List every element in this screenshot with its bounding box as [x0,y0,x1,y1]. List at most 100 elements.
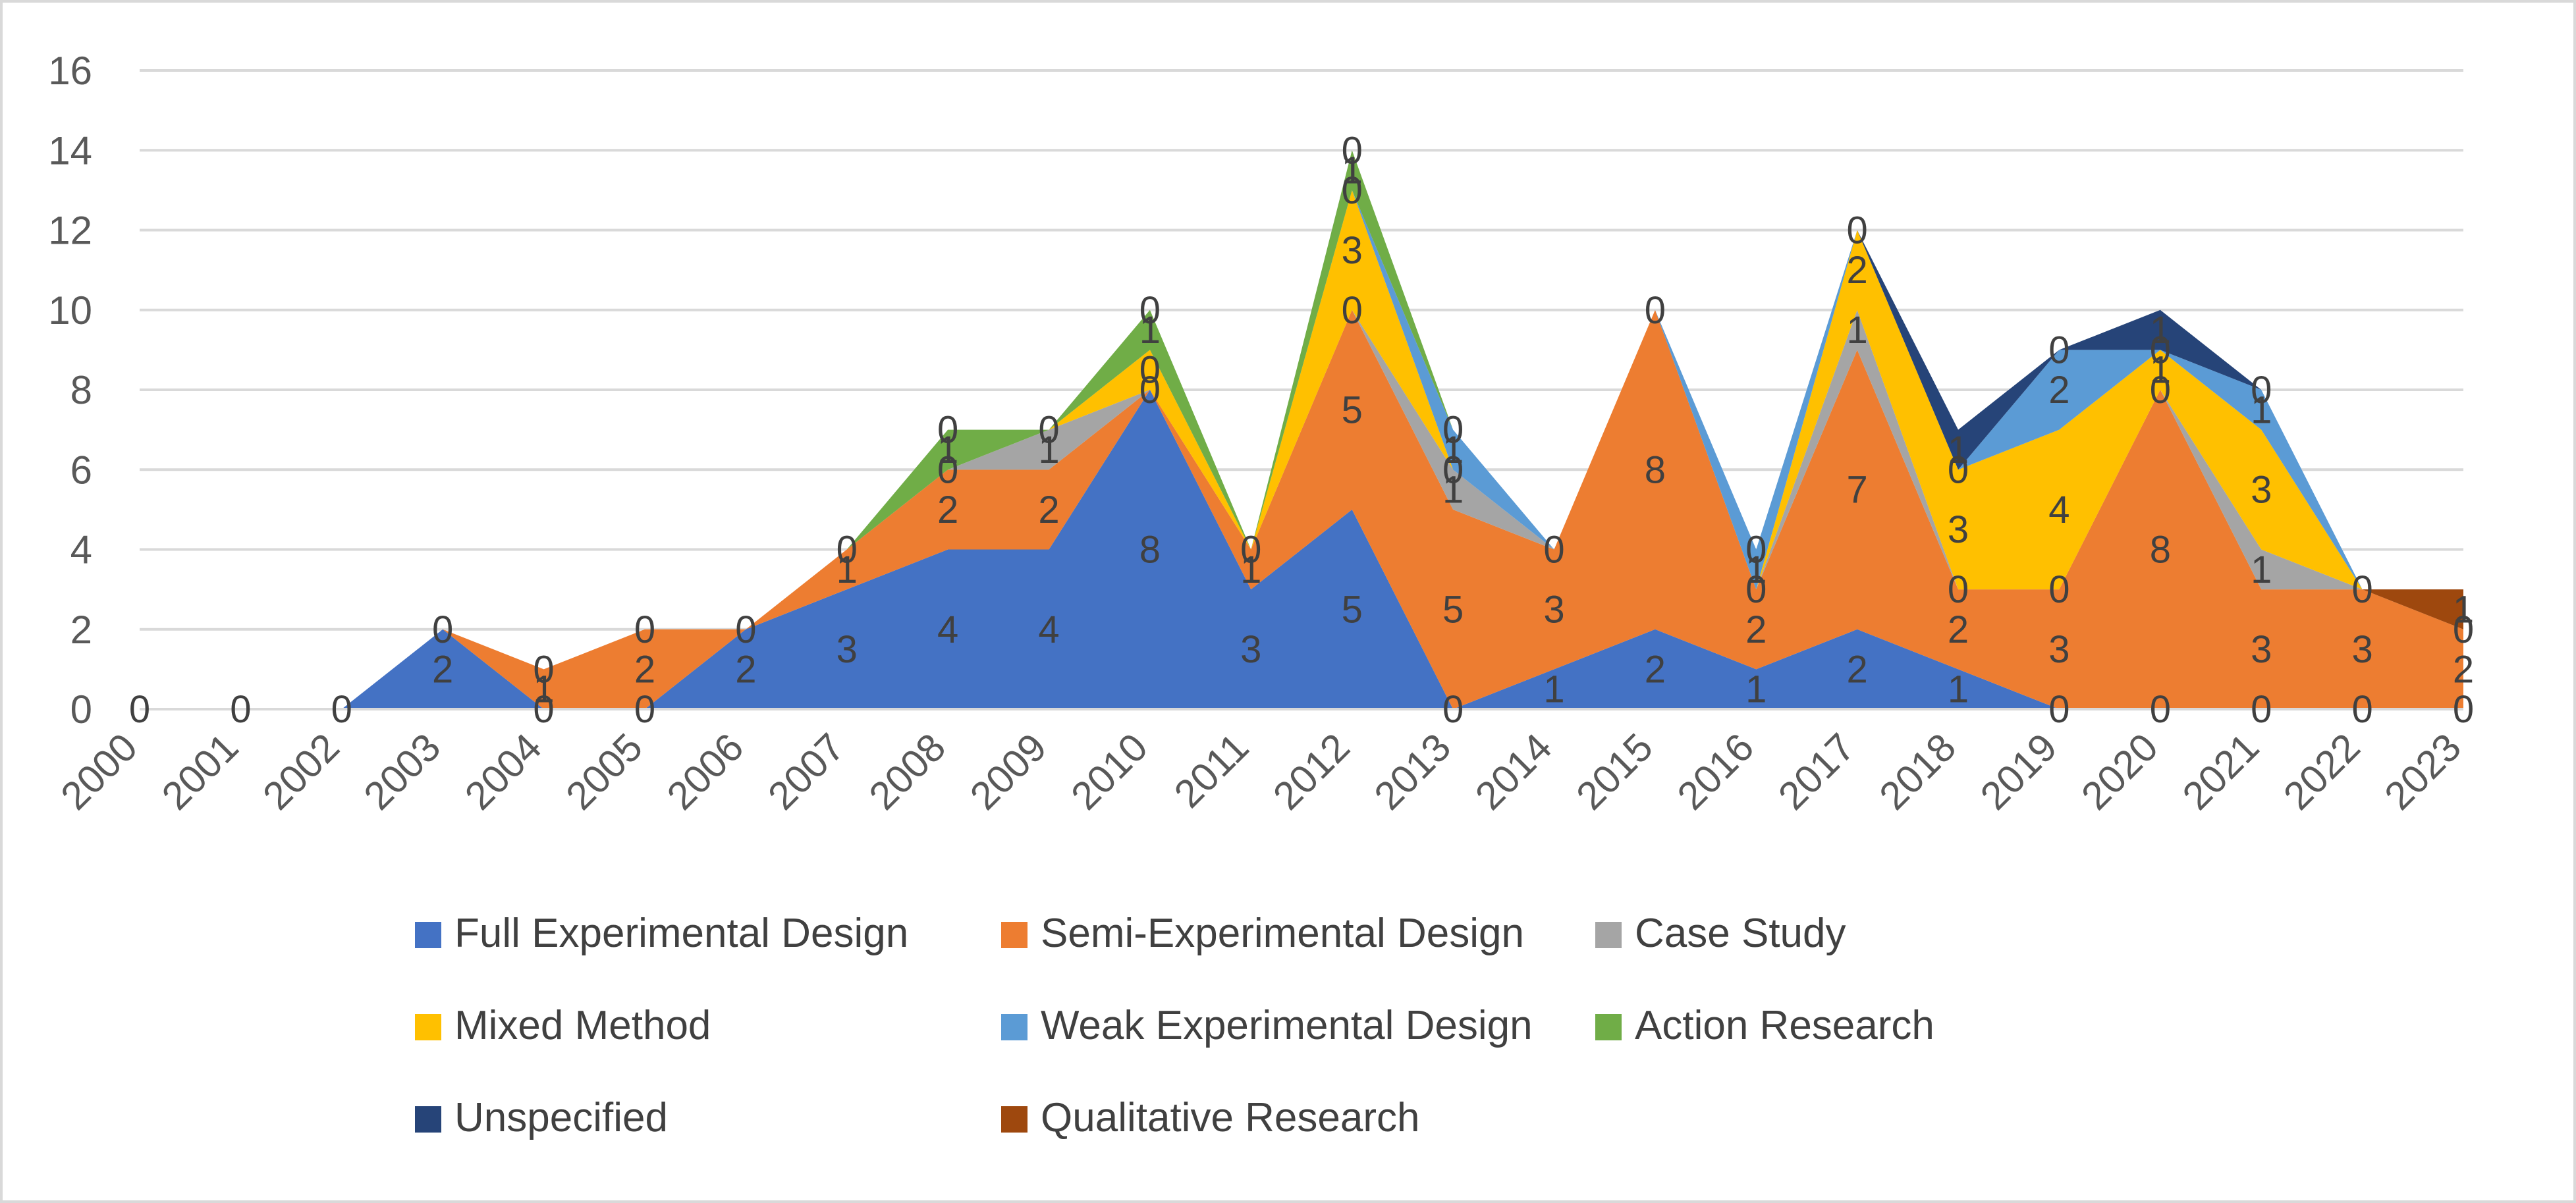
legend-item-case-study: Case Study [1595,911,1846,956]
data-label: 0 [2453,688,2474,731]
area-series-layer [140,150,2463,710]
legend-label: Full Experimental Design [454,911,908,956]
data-label: 0 [1745,529,1767,572]
data-label: 2 [1038,489,1059,531]
legend-item-semi-experimental-design: Semi-Experimental Design [1001,911,1524,956]
data-label: 5 [1442,588,1464,631]
data-label: 0 [2048,568,2069,611]
legend-item-full-experimental-design: Full Experimental Design [415,911,908,956]
y-tick-label: 14 [48,128,92,173]
data-label: 1 [1543,668,1564,711]
legend-item-action-research: Action Research [1595,1003,1934,1048]
data-label: 1 [1745,668,1767,711]
y-tick-label: 12 [48,209,92,253]
legend-item-weak-experimental-design: Weak Experimental Design [1001,1003,1533,1048]
data-label: 1 [2453,588,2474,631]
data-label: 5 [1342,588,1363,631]
data-label: 1 [1948,668,1969,711]
data-label: 0 [1948,448,1969,491]
legend: Full Experimental Design Semi-Experimenta… [415,911,1934,1140]
data-label: 0 [634,688,655,731]
data-label: 0 [533,688,554,731]
legend-swatch [1595,1014,1622,1040]
data-label: 2 [1645,648,1666,691]
data-label: 0 [331,688,352,731]
legend-label: Mixed Method [454,1003,711,1048]
data-label: 0 [2351,688,2372,731]
legend-swatch [1001,922,1028,948]
data-label: 2 [2048,369,2069,412]
data-label: 0 [735,608,756,651]
y-tick-label: 16 [48,49,92,93]
data-label: 3 [2251,628,2272,671]
data-label: 1 [937,429,958,471]
data-label: 3 [2351,628,2372,671]
legend-swatch [1001,1014,1028,1040]
data-label: 2 [432,648,453,691]
data-label: 1 [1038,429,1059,471]
data-label: 0 [2150,329,2171,371]
y-tick-label: 10 [48,288,92,333]
data-label: 0 [1139,349,1161,392]
data-label: 2 [1847,648,1868,691]
data-label: 1 [1745,548,1767,591]
data-label: 0 [937,409,958,452]
data-label: 0 [533,648,554,691]
legend-item-unspecified: Unspecified [415,1095,668,1140]
data-label: 0 [2251,688,2272,731]
data-label: 0 [634,608,655,651]
data-label: 2 [1847,249,1868,292]
legend-label: Qualitative Research [1041,1095,1420,1140]
data-label: 1 [836,548,858,591]
data-label: 2 [634,648,655,691]
y-tick-label: 8 [70,368,92,412]
legend-item-qualitative-research: Qualitative Research [1001,1095,1420,1140]
data-label: 1 [2150,349,2171,392]
data-label: 3 [836,628,858,671]
data-label: 0 [1139,369,1161,412]
data-label: 0 [1948,568,1969,611]
area-semi-experimental-design [140,309,2463,709]
data-label: 0 [2351,568,2372,611]
legend-label: Case Study [1635,911,1846,956]
data-label: 1 [533,668,554,711]
data-label: 0 [836,529,858,572]
legend-label: Action Research [1635,1003,1934,1048]
data-label: 0 [230,688,251,731]
data-label: 0 [1038,409,1059,452]
data-label: 1 [1948,429,1969,471]
data-label: 0 [129,688,150,731]
data-label: 2 [735,648,756,691]
data-label: 0 [2453,608,2474,651]
data-label: 0 [432,608,453,651]
data-label: 0 [2150,369,2171,412]
data-label: 1 [1240,548,1261,591]
y-tick-label: 0 [70,687,92,732]
legend-swatch [1595,922,1622,948]
legend-swatch [415,922,441,948]
data-label: 0 [1543,529,1564,572]
data-label: 0 [1847,209,1868,252]
data-label: 8 [1139,529,1161,572]
legend-item-mixed-method: Mixed Method [415,1003,711,1048]
data-label: 0 [2251,369,2272,412]
data-label: 0 [2048,688,2069,731]
data-label: 8 [1645,448,1666,491]
data-label: 2 [937,489,958,531]
data-label: 0 [1745,568,1767,611]
data-label: 1 [2251,388,2272,431]
data-label: 1 [1442,429,1464,471]
data-label: 3 [1948,508,1969,551]
data-label: 2 [1745,608,1767,651]
data-label: 3 [2251,469,2272,512]
legend-label: Semi-Experimental Design [1041,911,1524,956]
data-label: 2 [1948,608,1969,651]
legend-swatch [415,1106,441,1133]
data-label: 0 [2150,688,2171,731]
data-label: 1 [1442,469,1464,512]
y-tick-label: 2 [70,608,92,652]
y-tick-label: 6 [70,448,92,492]
legend-swatch [1001,1106,1028,1133]
